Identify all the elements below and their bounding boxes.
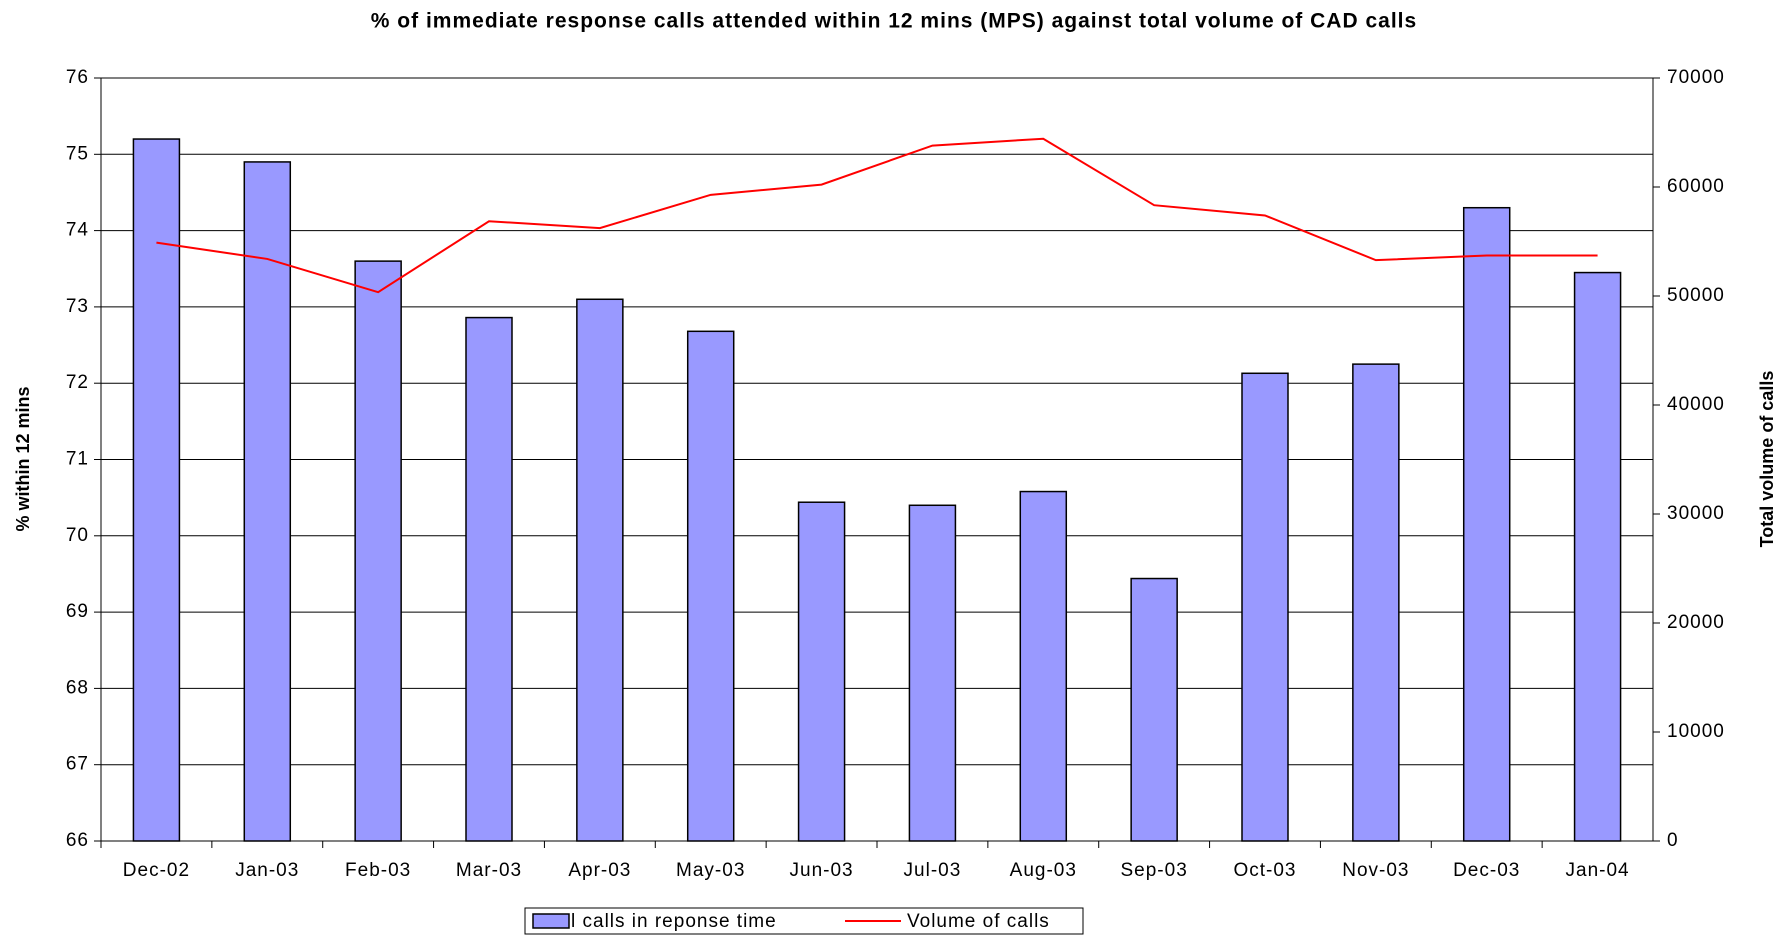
bar xyxy=(1241,372,1289,842)
x-tick-label: Sep-03 xyxy=(1121,860,1188,881)
y2-tick-label: 70000 xyxy=(1667,67,1725,88)
bar xyxy=(354,260,402,842)
bar xyxy=(1573,271,1622,842)
bar xyxy=(1462,206,1511,842)
x-tick-label: Nov-03 xyxy=(1342,860,1409,881)
legend-label: l calls in reponse time xyxy=(571,911,777,932)
y-tick-label: 75 xyxy=(66,143,89,164)
bar xyxy=(576,298,624,842)
y-tick-label: 71 xyxy=(66,449,89,470)
bar xyxy=(243,161,292,842)
bar xyxy=(797,501,846,842)
legend-swatch xyxy=(532,913,570,929)
y-tick-label: 70 xyxy=(66,525,89,546)
x-tick-label: Jun-03 xyxy=(790,860,854,881)
y2-tick-label: 10000 xyxy=(1667,721,1725,742)
y-tick-label: 73 xyxy=(66,296,89,317)
x-tick-label: Jan-04 xyxy=(1566,860,1630,881)
y-tick-label: 76 xyxy=(66,67,89,88)
bar xyxy=(132,138,181,842)
x-tick-label: May-03 xyxy=(676,860,745,881)
y-axis-title: % within 12 mins xyxy=(13,386,33,531)
x-tick-label: Jul-03 xyxy=(904,860,962,881)
x-tick-label: Apr-03 xyxy=(568,860,631,881)
line xyxy=(156,137,1598,294)
x-tick-label: Dec-02 xyxy=(123,860,190,881)
x-tick-label: Dec-03 xyxy=(1453,860,1520,881)
y-tick-label: 69 xyxy=(66,601,89,622)
x-tick-label: Feb-03 xyxy=(345,860,411,881)
bar xyxy=(1130,577,1178,842)
legend-box xyxy=(524,907,1084,935)
bar xyxy=(908,504,957,842)
x-tick-label: Jan-03 xyxy=(235,860,299,881)
x-tick-label: Oct-03 xyxy=(1233,860,1296,881)
bar xyxy=(465,316,513,842)
y2-axis-title: Total volume of calls xyxy=(1757,371,1777,548)
y2-tick-label: 0 xyxy=(1667,830,1679,851)
x-tick-label: Aug-03 xyxy=(1010,860,1077,881)
y-tick-label: 67 xyxy=(66,754,89,775)
bar xyxy=(686,330,735,842)
y2-tick-label: 30000 xyxy=(1667,503,1725,524)
legend-label: Volume of calls xyxy=(907,911,1050,932)
y-tick-label: 74 xyxy=(66,220,89,241)
y2-tick-label: 40000 xyxy=(1667,394,1725,415)
y2-tick-label: 60000 xyxy=(1667,176,1725,197)
bar xyxy=(1352,363,1400,842)
bar xyxy=(1019,490,1068,842)
chart-title: % of immediate response calls attended w… xyxy=(371,10,1417,33)
x-tick-label: Mar-03 xyxy=(456,860,522,881)
y-tick-label: 66 xyxy=(66,830,89,851)
y-tick-label: 72 xyxy=(66,372,89,393)
y-tick-label: 68 xyxy=(66,677,89,698)
y2-tick-label: 20000 xyxy=(1667,612,1725,633)
y2-tick-label: 50000 xyxy=(1667,285,1725,306)
